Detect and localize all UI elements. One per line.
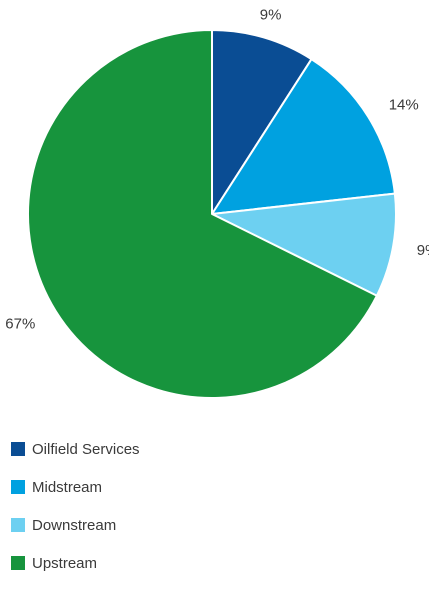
legend-swatch-oilfield-services xyxy=(11,442,25,456)
legend-label-downstream: Downstream xyxy=(32,516,117,534)
legend-item-oilfield-services: Oilfield Services xyxy=(11,437,311,461)
legend-label-oilfield-services: Oilfield Services xyxy=(32,440,140,458)
pie-label-oilfield-services: 9% xyxy=(260,6,282,23)
legend-item-upstream: Upstream xyxy=(11,551,311,575)
legend-swatch-midstream xyxy=(11,480,25,494)
pie-slice-oilfield-services xyxy=(211,29,313,215)
pie-slice-downstream xyxy=(211,192,398,297)
pie-value-labels: 9% 14% 9% 67% xyxy=(5,6,429,332)
legend-swatch-downstream xyxy=(11,518,25,532)
legend-label-midstream: Midstream xyxy=(32,478,103,496)
pie-chart: 9% 14% 9% 67% xyxy=(5,6,429,399)
pie-slices xyxy=(27,29,398,399)
legend-swatch-upstream xyxy=(11,556,25,570)
legend-item-midstream: Midstream xyxy=(11,475,311,499)
legend-label-upstream: Upstream xyxy=(32,554,98,572)
pie-label-midstream: 14% xyxy=(389,96,419,113)
pie-slice-upstream xyxy=(27,29,378,399)
pie-slice-midstream xyxy=(211,58,396,215)
legend: Oilfield Services Midstream Downstream U… xyxy=(11,437,311,589)
legend-item-downstream: Downstream xyxy=(11,513,311,537)
pie-label-upstream: 67% xyxy=(5,316,35,333)
pie-label-downstream: 9% xyxy=(417,242,429,259)
